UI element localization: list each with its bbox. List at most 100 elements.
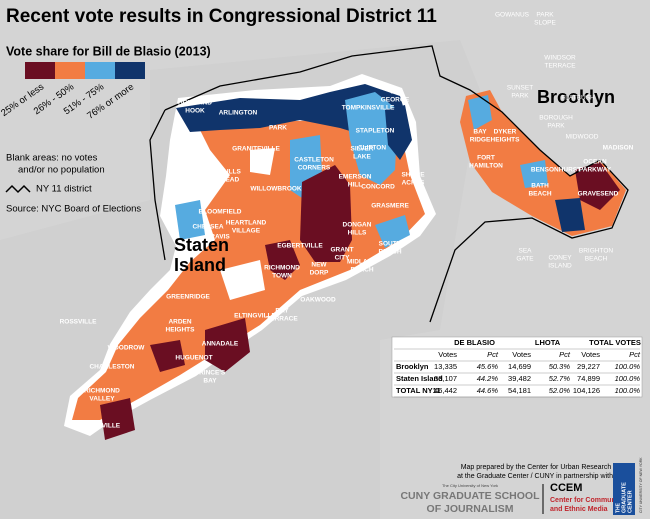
results-table xyxy=(391,336,643,398)
logo-text: and Ethnic Media xyxy=(550,506,608,513)
table-subheader: Pct xyxy=(629,350,641,359)
place-label: TOTTENVILLE xyxy=(76,423,121,430)
table-cell: 33,107 xyxy=(434,374,457,383)
place-label: GEORGE xyxy=(381,97,410,104)
place-label: CORNERS xyxy=(298,165,331,172)
table-row-label: Staten Island xyxy=(396,374,443,383)
logo-text: CUNY GRADUATE SCHOOL xyxy=(400,490,540,502)
place-label: GRANT xyxy=(330,247,353,254)
place-label: OCEAN xyxy=(583,159,607,166)
table-group-header: DE BLASIO xyxy=(454,338,495,347)
table-subheader: Votes xyxy=(438,350,457,359)
tract-fill xyxy=(150,340,185,372)
place-labels: GOWANUS PARKSLOPEWINDSORTERRACESUNSETPARK… xyxy=(60,12,634,430)
logo-gc-small: CITY UNIVERSITY OF NEW YORK xyxy=(639,457,643,513)
place-label: BAY xyxy=(473,129,487,136)
place-label: GATE xyxy=(516,256,534,263)
place-label: GOWANUS xyxy=(495,12,530,19)
logo-text: The City University of New York xyxy=(442,483,498,488)
credit-text: at the Graduate Center / CUNY in partner… xyxy=(457,473,615,480)
legend-title: Vote share for Bill de Blasio (2013) xyxy=(6,44,211,58)
place-label: ISLAND xyxy=(548,263,572,270)
place-label: MIDLAND xyxy=(347,259,377,266)
place-label: ARLINGTON xyxy=(219,110,258,117)
place-label: BEACH xyxy=(528,191,551,198)
blank-note: Blank areas: no votes xyxy=(6,153,98,164)
place-label: TERRACE xyxy=(544,63,576,70)
place-label: BATH xyxy=(531,183,549,190)
source: Source: NYC Board of Elections xyxy=(6,204,141,215)
place-label: ST. xyxy=(390,89,400,96)
logo-text: CITY UNIVERSITY OF NEW YORK xyxy=(639,457,643,513)
place-label: HEIGHTS xyxy=(491,137,521,144)
table-cell: 104,126 xyxy=(573,386,600,395)
place-label: DYKER xyxy=(494,129,517,136)
place-label: RIDGE xyxy=(470,137,491,144)
place-label: CHARLESTON xyxy=(89,364,134,371)
place-label: RICHMOND xyxy=(84,388,120,395)
title: Recent vote results in Congressional Dis… xyxy=(6,6,437,27)
tract-fill xyxy=(468,95,492,130)
logo-text: GRADUATE xyxy=(621,482,627,513)
legend-swatch xyxy=(85,62,115,79)
place-label: BEACH xyxy=(378,249,401,256)
blank-area xyxy=(220,260,265,300)
place-label: HILL xyxy=(348,182,362,189)
place-label: HEAD xyxy=(221,177,240,184)
place-label: VILLAGE xyxy=(232,228,261,235)
place-label: BRIGHTON xyxy=(579,248,613,255)
table-cell: 45.6% xyxy=(477,362,499,371)
borough-label: Brooklyn xyxy=(537,87,615,107)
tract-fill xyxy=(345,92,398,185)
place-label: CONCORD xyxy=(361,184,395,191)
place-label: CLIFTON xyxy=(358,145,386,152)
place-label: WOODROW xyxy=(108,345,146,352)
place-label: TRAVIS xyxy=(206,234,230,241)
table-cell: 100.0% xyxy=(615,374,641,383)
table-group-header: LHOTA xyxy=(535,338,561,347)
place-label: EMERSON xyxy=(339,174,372,181)
place-label: STAPLETON xyxy=(356,128,395,135)
table-subheader: Votes xyxy=(581,350,600,359)
place-label: ELTINGVILLE xyxy=(234,313,276,320)
place-label: DONGAN xyxy=(343,222,372,229)
tract-fill xyxy=(375,215,410,248)
tract-fill xyxy=(205,318,250,372)
place-label: PARK xyxy=(547,123,565,130)
place-label: SILVER xyxy=(351,146,374,153)
place-label: SUNSET xyxy=(507,85,533,92)
place-label: GRASMERE xyxy=(371,203,409,210)
place-label: SLOPE xyxy=(534,20,556,27)
table-cell: 13,335 xyxy=(434,362,457,371)
legend-swatch xyxy=(55,62,85,79)
place-label: GRANITEVILLE xyxy=(232,146,280,153)
place-label: VALLEY xyxy=(89,396,115,403)
district-label: NY 11 district xyxy=(36,184,92,195)
table-subheader: Pct xyxy=(487,350,499,359)
table-cell: 52.0% xyxy=(549,386,571,395)
results-table-cells: DE BLASIO LHOTA TOTAL VOTES Votes Pct Votes Pc… xyxy=(394,338,641,398)
logo-gc: THE GRADUATE CENTER xyxy=(615,482,633,513)
place-label: ROSSVILLE xyxy=(60,319,98,326)
place-label: GREENRIDGE xyxy=(166,294,210,301)
table-cell: 44.2% xyxy=(477,374,499,383)
place-label: DORP xyxy=(310,270,329,277)
logo-text: OF JOURNALISM xyxy=(427,503,514,515)
logo-text: CCEM xyxy=(550,482,582,494)
table-cell: 29,227 xyxy=(577,362,600,371)
place-label: PARK xyxy=(511,93,529,100)
table-subheader: Votes xyxy=(512,350,531,359)
table-cell: 74,899 xyxy=(577,374,600,383)
place-label: GRAVESEND xyxy=(578,191,619,198)
tract-fill xyxy=(555,198,585,232)
tract-fill xyxy=(300,165,352,262)
table-row-label: TOTAL NY11 xyxy=(396,386,441,395)
place-label: ACRES xyxy=(402,180,425,187)
place-label: PARKWAY xyxy=(579,167,612,174)
place-label: WILLOWBROOK xyxy=(250,186,302,193)
place-label: PRINCE'S xyxy=(195,370,226,377)
place-label: OAKWOOD xyxy=(300,297,336,304)
logo-text: Center for Community xyxy=(550,497,624,504)
table-subheader: Pct xyxy=(559,350,571,359)
place-label: MIDWOOD xyxy=(566,134,599,141)
